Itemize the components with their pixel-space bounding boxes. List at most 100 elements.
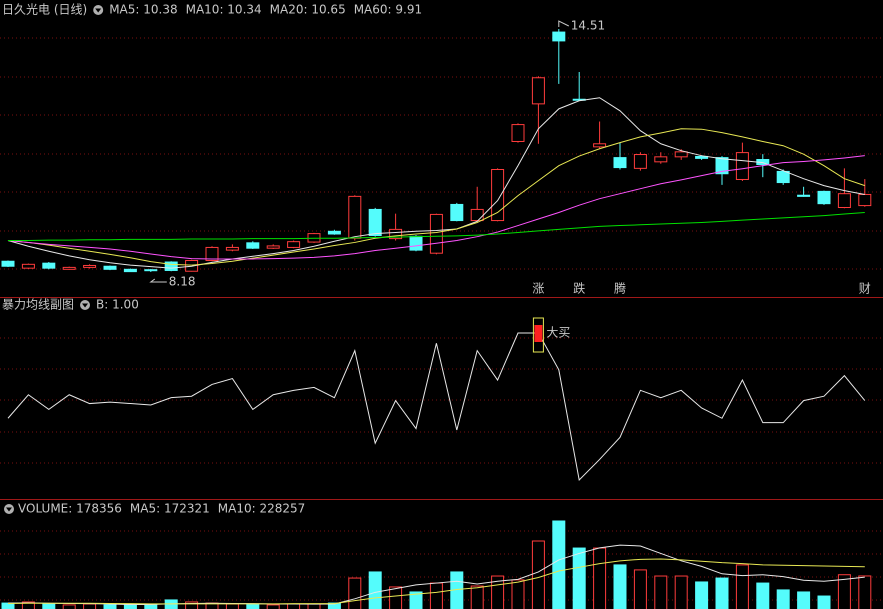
candle-body [715,157,729,175]
candle-body [21,263,35,269]
volume-ma-line [7,544,865,606]
candle-body [491,169,505,222]
volume-bar [62,604,76,609]
candle-body [123,268,137,273]
ma-line [7,155,865,260]
candle-body [389,228,403,240]
menu-icon-arrow [95,8,102,13]
volume-bar [21,601,35,609]
candle-body [552,31,566,42]
candle-body [348,195,362,239]
candle-body [144,269,158,272]
volume-bar [368,571,382,609]
volume-bar [42,603,56,609]
candle-body [470,208,484,222]
candle-body [858,193,872,207]
candle-body [450,203,464,222]
volume-bar [735,564,749,609]
candle-body [368,208,382,237]
candle-body [531,77,545,105]
volume-bar [715,577,729,609]
candle-body [633,154,647,169]
candle-body [654,156,668,163]
high-pointer [558,20,570,27]
panel-title: 暴力均线副图 [2,298,74,312]
ma-line [7,97,865,269]
candle-body [62,266,76,270]
candle-body [205,246,219,261]
candle-body [797,194,811,197]
volume-bar [511,579,525,609]
volume-bar [797,591,811,609]
volume-bar [593,547,607,609]
signal-bar [534,325,543,342]
volume-bar [654,575,668,609]
candle-body [613,157,627,169]
panel-subtitle: B: 1.00 [96,298,139,312]
legend-entry: MA20: 10.65 [270,3,346,17]
volume-bar [348,577,362,609]
candle-body [246,242,260,249]
volume-bar [470,585,484,609]
candle-body [735,152,749,180]
volume-bar [103,604,117,609]
volume-bar [695,581,709,609]
legend-entry: MA10: 10.34 [186,3,262,17]
volume-bar [858,575,872,609]
candle-body [776,170,790,184]
candle-body [695,155,709,159]
candle-body [674,151,688,158]
legend-entry: MA10: 228257 [218,502,306,516]
volume-bar [266,604,280,609]
candle-body [164,261,178,271]
candle-body [511,124,525,142]
low-label: 8.18 [169,275,196,289]
volume-bar [389,586,403,609]
volume-ma-line [7,558,865,605]
volume-bar [613,564,627,609]
signal-marker: 跌 [573,281,585,296]
candle-body [837,193,851,209]
candle-body [103,265,117,270]
legend-entry: VOLUME: 178356 [18,502,122,516]
volume-bar [756,582,770,609]
legend-entry: MA5: 172321 [130,502,210,516]
candle-body [42,262,56,269]
ma-line [8,211,865,242]
volume-bar [776,589,790,609]
candle-body [225,246,239,251]
candle-body [409,235,423,251]
candle-body [817,190,831,205]
indicator-line [7,332,866,482]
volume-bar [1,602,15,609]
menu-icon-arrow [6,507,12,512]
low-pointer [149,278,167,283]
signal-marker: 腾 [614,281,626,296]
legend-entry: MA60: 9.91 [354,3,422,17]
panel-title: 日久光电 (日线) [2,3,87,17]
volume-bar [164,599,178,609]
candle-body [83,264,97,268]
volume-bar [633,569,647,609]
volume-bar [572,547,586,609]
candle-body [593,143,607,148]
volume-bar [307,603,321,609]
volume-bar [225,603,239,609]
signal-frame [532,317,544,353]
signal-label: 大买 [546,326,570,340]
signal-marker: 涨 [532,281,544,296]
volume-bar [429,582,443,609]
volume-bar [837,574,851,609]
legend-entry: MA5: 10.38 [109,3,177,17]
candle-body [287,241,301,248]
candle-body [327,230,341,235]
ma-line [7,128,865,266]
volume-bar [246,603,260,609]
volume-bar [287,603,301,609]
volume-bar [409,591,423,609]
volume-bar [83,603,97,609]
candle-body [266,245,280,249]
